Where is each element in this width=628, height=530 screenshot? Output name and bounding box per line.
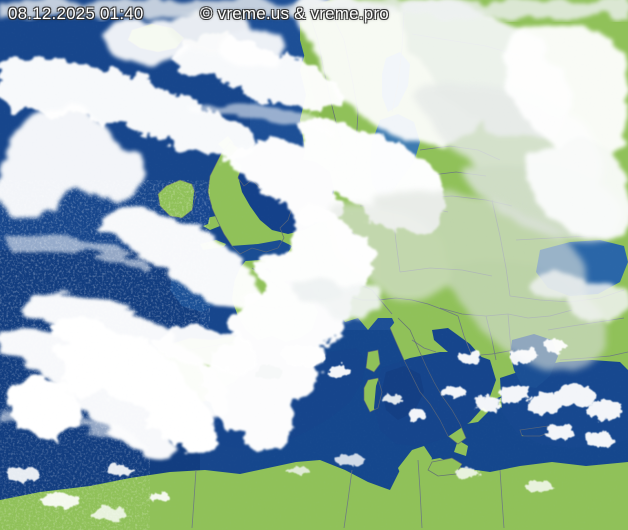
global-grain — [0, 0, 628, 530]
satellite-image-viewer: 08.12.2025 01:40 © vreme.us & vreme.pro — [0, 0, 628, 530]
satellite-map — [0, 0, 628, 530]
